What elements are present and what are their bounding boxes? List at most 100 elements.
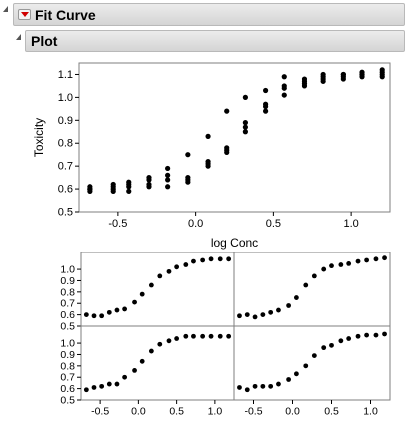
- data-point: [364, 332, 369, 338]
- y-tick-label: 0.8: [60, 286, 75, 298]
- y-tick-label: 0.6: [60, 383, 75, 395]
- data-point: [226, 333, 232, 339]
- data-point: [242, 120, 248, 126]
- data-point: [106, 381, 112, 387]
- x-tick-label: -0.5: [91, 406, 109, 418]
- data-point: [122, 374, 128, 380]
- data-point: [244, 312, 250, 318]
- data-point: [91, 385, 97, 390]
- data-point: [242, 124, 248, 130]
- data-point: [224, 145, 230, 151]
- data-point: [139, 358, 145, 364]
- fit-curve-header[interactable]: Fit Curve: [13, 3, 405, 26]
- data-point: [165, 172, 171, 178]
- data-point: [263, 101, 269, 107]
- data-point: [329, 342, 334, 348]
- small-multiples-plot: 0.50.60.70.80.91.00.50.60.70.80.91.0-0.5…: [60, 252, 391, 418]
- y-tick-label: 0.6: [60, 309, 75, 321]
- data-point: [157, 273, 163, 279]
- x-tick-label: -0.5: [244, 406, 262, 418]
- y-tick-label: 0.9: [60, 349, 75, 361]
- data-point: [286, 303, 291, 308]
- data-point: [224, 108, 230, 114]
- x-tick-label: 0.5: [266, 218, 281, 230]
- data-point: [268, 383, 274, 389]
- data-point: [183, 333, 189, 339]
- data-point: [303, 363, 309, 369]
- data-point: [338, 338, 344, 344]
- red-triangle-menu-icon[interactable]: [18, 9, 31, 20]
- y-tick-label: 0.7: [60, 372, 75, 384]
- plot-header[interactable]: Plot: [25, 30, 405, 52]
- data-point: [83, 312, 89, 318]
- data-point: [165, 184, 171, 190]
- data-point: [165, 177, 171, 183]
- data-point: [373, 332, 379, 338]
- data-point: [166, 338, 172, 344]
- y-tick-label: 0.5: [58, 207, 73, 219]
- data-point: [165, 165, 171, 172]
- data-point: [205, 158, 211, 165]
- data-point: [166, 268, 172, 274]
- y-tick-label: 0.7: [58, 161, 73, 173]
- plot-title: Plot: [31, 33, 58, 49]
- plot-frame: [233, 252, 391, 327]
- data-point: [276, 381, 281, 387]
- data-point: [157, 341, 163, 347]
- data-point: [237, 385, 242, 390]
- data-point: [148, 348, 154, 354]
- y-tick-label: 1.0: [58, 92, 73, 104]
- data-point: [191, 258, 196, 264]
- data-point: [87, 184, 93, 190]
- data-point: [276, 307, 281, 313]
- x-tick-label: 1.0: [208, 406, 223, 418]
- data-point: [242, 129, 248, 135]
- data-point: [355, 258, 361, 264]
- data-point: [208, 256, 214, 262]
- data-point: [320, 71, 326, 78]
- data-point: [260, 383, 266, 389]
- data-point: [205, 133, 211, 139]
- y-tick-label: 0.5: [60, 395, 75, 407]
- data-point: [311, 273, 317, 279]
- y-tick-label: 1.0: [60, 338, 75, 350]
- x-tick-label: 0.5: [324, 406, 339, 418]
- x-tick-label: 0.0: [285, 406, 300, 418]
- plot-frame: [78, 62, 391, 213]
- y-tick-label: 0.8: [60, 360, 75, 372]
- data-point: [122, 306, 128, 312]
- data-point: [200, 333, 206, 339]
- data-point: [126, 188, 132, 194]
- data-point: [263, 87, 269, 94]
- data-point: [382, 255, 387, 261]
- data-point: [114, 307, 120, 313]
- x-tick-label: -0.5: [108, 218, 127, 230]
- data-point: [311, 353, 317, 358]
- fit-curve-disclosure-icon[interactable]: [3, 6, 8, 12]
- data-point: [373, 256, 379, 262]
- data-point: [303, 282, 309, 288]
- data-point: [132, 299, 137, 305]
- data-point: [174, 336, 180, 341]
- y-tick-label: 0.9: [60, 275, 75, 287]
- data-point: [110, 181, 116, 188]
- data-point: [286, 377, 291, 382]
- plot-disclosure-icon[interactable]: [16, 34, 21, 40]
- data-point: [114, 381, 120, 387]
- x-tick-label: 1.0: [363, 406, 378, 418]
- data-point: [338, 262, 344, 267]
- main-scatter-plot: 0.5 0.6 0.7 0.8 0.9 1.0 1.1 -0.5 0.0 0.5 1.0 log Co…: [32, 62, 391, 250]
- data-point: [329, 263, 334, 269]
- data-point: [99, 313, 105, 319]
- data-point: [346, 336, 352, 341]
- data-point: [132, 368, 137, 373]
- x-tick-label: 1.0: [343, 218, 358, 230]
- data-point: [191, 333, 196, 339]
- data-point: [294, 371, 299, 377]
- data-point: [252, 314, 258, 320]
- y-tick-label: 0.9: [58, 115, 73, 127]
- x-tick-label: 0.5: [169, 406, 184, 418]
- data-point: [139, 291, 145, 297]
- y-tick-label: 0.6: [58, 184, 73, 196]
- data-point: [359, 69, 365, 75]
